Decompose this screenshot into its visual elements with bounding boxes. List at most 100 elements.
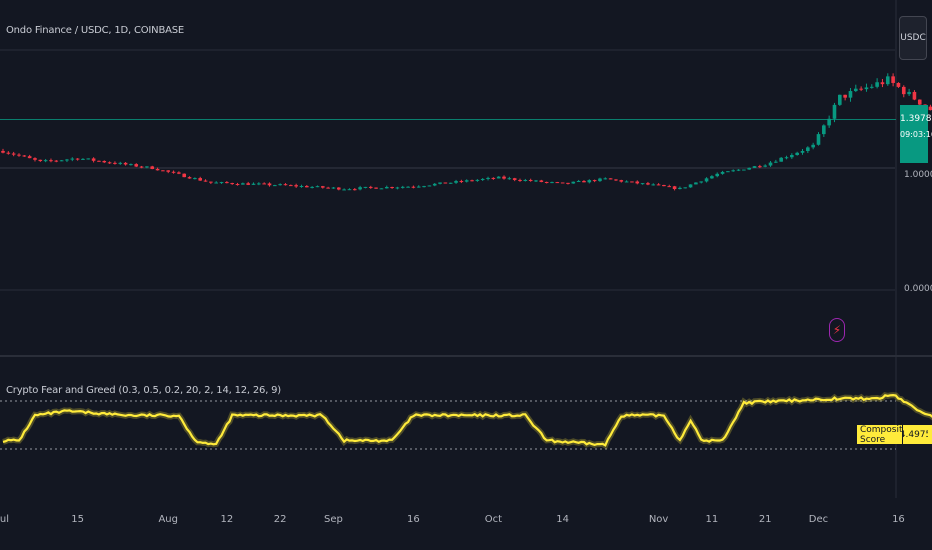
candle-body [587,180,592,183]
candle-body [432,183,437,186]
candle-body [118,162,123,164]
flash-icon[interactable]: ⚡ [829,318,845,342]
candle-body [459,181,464,183]
candle-body [102,160,107,163]
candle-body [416,186,421,188]
candle-body [544,181,549,183]
candle-body [251,183,256,185]
candle-body [832,104,837,119]
candle-body [289,185,293,187]
candle-body [496,176,501,179]
candle-body [635,181,640,184]
candle-body [475,179,480,181]
time-axis-label: 16 [892,514,905,525]
candle-body [395,187,400,189]
candle-body [326,187,330,189]
candle-body [193,178,197,180]
candle-body [726,171,730,173]
candle-body [113,162,117,164]
bar-countdown: 09:03:16 [900,130,932,139]
candle-body [273,185,277,187]
candle-body [315,186,320,188]
candle-body [651,184,656,186]
candle-body [550,182,554,184]
time-axis-label: 21 [759,514,772,525]
candle-body [912,91,917,100]
candle-body [518,179,522,181]
last-price-tag: 1.39781 09:03:16 [900,105,932,163]
candle-body [321,186,325,188]
candle-body [230,183,234,185]
candle-body [43,160,48,162]
candle-body [209,181,213,183]
candle-body [656,184,661,186]
candle-body [134,164,139,167]
price-candles[interactable] [0,73,932,191]
candle-body [779,157,783,162]
candle-body [571,181,576,184]
candle-body [752,166,757,168]
candle-body [827,118,831,126]
candle-body [182,173,187,178]
candle-body [267,183,272,186]
candle-body [411,186,416,188]
candle-body [177,172,181,174]
candle-body [161,170,165,172]
currency-button[interactable]: USDC [899,16,927,60]
candle-body [241,183,245,185]
candle-body [187,177,192,179]
candle-body [107,162,112,164]
indicator-title[interactable]: Crypto Fear and Greed (0.3, 0.5, 0.2, 20… [6,385,282,396]
candle-body [299,185,304,187]
candle-body [464,180,469,182]
candle-body [310,186,314,188]
candle-body [736,169,741,171]
candle-body [145,166,149,168]
candle-body [480,178,485,180]
candle-body [582,180,586,183]
candle-body [731,170,736,172]
candle-body [155,168,160,171]
candle-body [795,152,799,156]
candle-body [443,182,448,184]
candle-body [838,94,842,105]
candle-body [662,184,666,187]
candle-body [566,182,570,184]
composite-score-glow [2,392,932,450]
candle-body [646,183,650,185]
time-axis-label: 14 [556,514,569,525]
candle-body [768,162,773,166]
symbol-title[interactable]: Ondo Finance / USDC, 1D, COINBASE [6,25,185,36]
candle-body [86,158,91,160]
candle-body [603,178,608,180]
candle-body [875,82,879,87]
candle-body [342,189,346,191]
candle-body [624,181,629,183]
candle-body [502,176,506,179]
candle-body [523,179,528,181]
candle-body [885,76,890,85]
candle-body [667,186,672,188]
candle-body [928,106,932,111]
price-axis-label-zero: 0.00000 [904,284,932,294]
candle-body [880,82,885,85]
candle-body [1,150,5,153]
time-axis[interactable]: Jul15Aug1222Sep16Oct14Nov1121Dec16202513… [0,514,932,525]
candle-body [33,158,37,160]
candle-body [678,187,682,190]
candle-body [38,159,43,162]
candle-body [822,125,826,135]
candle-body [640,183,645,185]
candle-body [305,185,309,188]
candle-body [784,157,789,159]
candle-body [219,182,224,184]
candle-body [555,182,560,184]
candle-body [720,171,725,174]
candle-body [859,88,863,90]
candle-body [917,99,922,105]
candle-body [683,187,688,189]
candle-body [123,162,128,165]
candle-body [747,167,751,170]
time-axis-label: Jul [0,514,9,525]
